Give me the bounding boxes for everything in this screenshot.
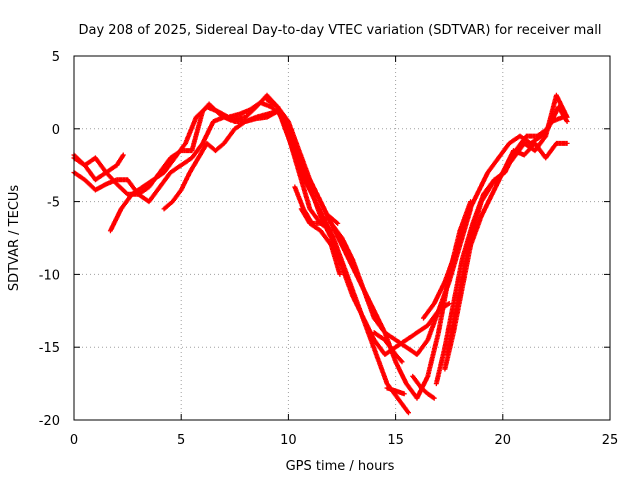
series-markers [444, 140, 570, 357]
y-tick-label: -10 [39, 268, 60, 283]
series-sat-p [444, 140, 570, 357]
series-sat-g [264, 97, 474, 401]
y-tick-label: -15 [39, 341, 60, 356]
x-tick-label: 25 [602, 433, 619, 448]
y-axis-label: SDTVAR / TECUs [7, 185, 22, 292]
series-markers [71, 92, 334, 234]
series-markers [298, 206, 343, 277]
y-tick-label: 0 [52, 123, 60, 138]
chart-title: Day 208 of 2025, Sidereal Day-to-day VTE… [79, 23, 602, 38]
x-tick-label: 20 [495, 433, 512, 448]
series-sat-i [298, 206, 343, 277]
data-series [71, 92, 570, 416]
series-markers [384, 385, 407, 397]
series-markers [107, 100, 411, 416]
y-tick-label: -20 [39, 414, 60, 429]
x-axis-label: GPS time / hours [286, 459, 395, 474]
x-tick-label: 10 [280, 433, 297, 448]
series-sat-a [71, 92, 334, 234]
series-markers [161, 108, 452, 357]
axes: 0 5 10 15 20 25 -20 -15 -10 -5 0 5 [39, 50, 619, 448]
x-tick-label: 15 [387, 433, 404, 448]
series-sat-k [384, 385, 407, 397]
series-markers [371, 330, 405, 365]
y-tick-label: -5 [47, 196, 60, 211]
x-tick-label: 5 [177, 433, 185, 448]
series-markers [420, 114, 566, 321]
series-sat-l [410, 373, 437, 401]
plot-frame [73, 55, 611, 421]
x-tick-label: 0 [70, 433, 78, 448]
series-sat-e [161, 108, 452, 357]
series-sat-m [420, 114, 566, 321]
series-markers [264, 97, 474, 401]
series-sat-d [107, 100, 411, 416]
series-sat-j [371, 330, 405, 365]
y-tick-label: 5 [52, 50, 60, 65]
series-markers [410, 373, 437, 401]
